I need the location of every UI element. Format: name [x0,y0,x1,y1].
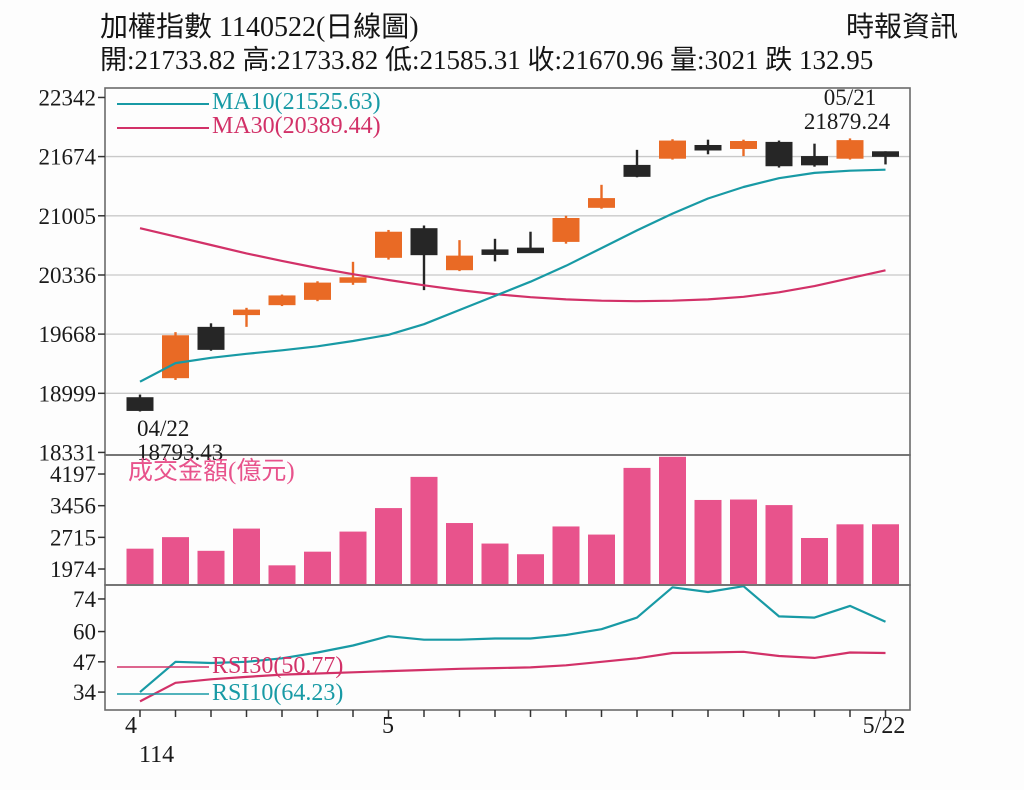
candlestick-series [126,138,899,412]
x-axis-year-label: 114 [139,742,175,768]
volume-bar [765,505,793,584]
rsi10-legend-label: RSI10(64.23) [212,680,344,706]
y-tick-label: 19668 [39,322,97,347]
rsi30-legend-key-line [117,666,209,668]
ma30-legend-label: MA30(20389.44) [212,113,381,139]
y-axis-ticks-panel-1: 4197 3456 2715 1974 [50,462,105,582]
volume-bars [126,456,899,584]
candle-body [623,164,651,177]
volume-bar [304,551,331,584]
candle-body [588,198,615,208]
rsi30-line [139,650,886,703]
volume-bar [268,565,296,584]
volume-bar [730,499,757,584]
ma30-legend-key-line [117,127,209,129]
volume-bar [126,548,154,584]
y-axis-ticks-panel-0: 22342 21674 21005 20336 19668 18999 18331 [39,85,105,465]
candle-body [517,247,544,254]
volume-bar [623,467,651,584]
candle-body [765,141,793,167]
candle-body [730,141,757,149]
high-value-annotation: 21879.24 [803,109,891,134]
volume-bar [552,526,580,584]
volume-bar [446,523,473,584]
ma10-line [139,168,886,383]
candle-body [162,335,189,379]
y-tick-label: 74 [73,587,97,612]
volume-bar [233,528,260,584]
y-tick-label: 60 [73,620,96,645]
candle-body [481,249,509,255]
x-axis-label-april: 4 [125,713,137,739]
volume-bar [872,524,899,584]
data-source-label: 時報資訊 [845,12,958,43]
candle-body [375,231,402,258]
y-tick-label: 18331 [39,440,97,465]
candle-body [268,295,296,306]
y-tick-label: 1974 [50,557,97,582]
x-axis-label-may: 5 [382,713,394,739]
volume-panel-title: 成交金額(億元) [128,458,295,485]
low-value-annotation: 18793.43 [137,440,224,465]
candle-body [197,326,225,350]
candle-body [126,397,154,411]
ma10-legend-label: MA10(21525.63) [212,89,381,115]
candle-body [304,282,331,300]
rsi10-legend-key-line [117,693,209,695]
ma10-legend-key-line [117,103,209,105]
y-tick-label: 2715 [50,525,96,550]
chart-title: 加權指數 1140522(日線圖) [100,12,419,43]
volume-bar [481,543,509,584]
y-tick-label: 21005 [39,204,97,229]
rsi30-legend-label: RSI30(50.77) [212,653,344,679]
candle-body [659,140,686,159]
candle-body [801,156,828,166]
candle-body [552,218,580,242]
volume-bar [410,476,438,584]
y-tick-label: 18999 [39,381,97,406]
volume-bar [197,550,225,584]
y-tick-label: 21674 [39,145,97,170]
y-tick-label: 47 [73,650,96,675]
ohlc-quote-line: 開:21733.82 高:21733.82 低:21585.31 收:21670… [100,45,874,75]
candle-body [339,277,367,283]
y-tick-label: 4197 [50,462,96,487]
candle-body [410,228,438,256]
candle-body [446,255,473,271]
y-axis-ticks-panel-2: 74 60 47 34 [73,587,105,705]
volume-bar [694,499,722,584]
high-date-annotation: 05/21 [823,85,877,110]
candle-body [233,309,260,316]
volume-bar [375,508,402,584]
x-axis-ticks [139,710,887,717]
y-tick-label: 22342 [39,85,97,110]
volume-bar [517,554,544,584]
low-date-annotation: 04/22 [137,416,190,441]
volume-bar [836,524,864,584]
candle-body [872,151,899,157]
volume-bar [801,537,828,584]
volume-bar [659,456,686,584]
candle-body [694,144,722,151]
y-tick-label: 20336 [39,263,97,288]
x-axis-label-last-date: 5/22 [862,713,906,739]
candle-body [836,140,864,159]
volume-bar [339,531,367,584]
rsi-panel-border [104,584,911,711]
rsi10-line [139,585,886,693]
volume-bar [162,537,189,584]
volume-bar [588,534,615,584]
ma30-line [139,227,886,303]
price-gridlines [105,155,910,394]
y-tick-label: 3456 [50,494,96,519]
y-tick-label: 34 [73,680,97,705]
